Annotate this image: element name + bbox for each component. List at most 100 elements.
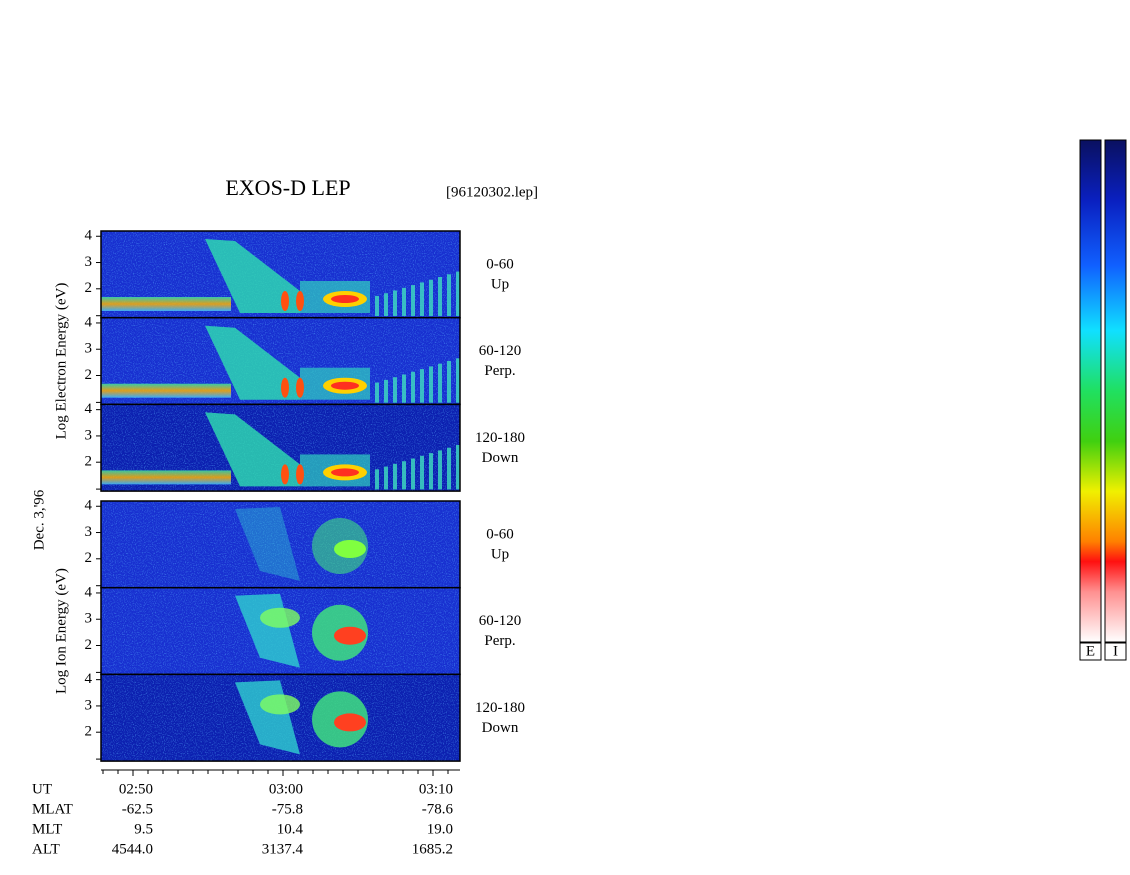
colorbar-label-box <box>1104 642 1127 661</box>
y-axis-label: Log Ion Energy (eV) <box>53 568 69 694</box>
ion-core <box>334 713 366 732</box>
y-tick-label: 4 <box>85 584 93 600</box>
burst <box>411 371 415 403</box>
row-value: -62.5 <box>122 801 153 817</box>
burst <box>429 279 433 316</box>
hot-spot <box>296 464 304 485</box>
y-tick-label: 3 <box>85 341 93 357</box>
y-tick-label: 2 <box>85 724 93 740</box>
burst <box>384 379 388 403</box>
ion-core <box>260 607 300 628</box>
panel-direction: Perp. <box>484 363 515 379</box>
burst <box>438 450 442 490</box>
panel-range: 60-120 <box>479 613 522 629</box>
y-tick-label: 3 <box>85 427 93 443</box>
ion-core <box>334 626 366 645</box>
burst <box>375 295 379 316</box>
colorbar <box>1079 139 1102 643</box>
y-tick-label: 3 <box>85 697 93 713</box>
panel-direction: Up <box>491 546 509 562</box>
burst <box>393 290 397 316</box>
colorbar-label-box <box>1079 642 1102 661</box>
y-tick-label: 2 <box>85 550 93 566</box>
date-label: Dec. 3,'96 <box>31 489 47 550</box>
burst <box>402 374 406 403</box>
y-tick-label: 2 <box>85 637 93 653</box>
colorbar <box>1104 139 1127 643</box>
burst <box>429 453 433 490</box>
row-value: 3137.4 <box>262 841 304 857</box>
hot-spot <box>331 295 359 303</box>
burst <box>456 445 460 490</box>
row-value: 02:50 <box>119 781 153 797</box>
burst <box>384 466 388 490</box>
hot-spot <box>331 381 359 390</box>
low-energy-band <box>101 470 231 485</box>
hot-spot <box>281 377 289 398</box>
burst <box>420 369 424 403</box>
y-tick-label: 2 <box>85 454 93 470</box>
row-value: 10.4 <box>277 821 304 837</box>
panel-direction: Down <box>482 450 519 466</box>
panel-range: 0-60 <box>486 256 514 272</box>
burst <box>384 293 388 316</box>
hot-spot <box>296 377 304 398</box>
colorbar-label: E <box>1086 643 1095 659</box>
panel-range: 0-60 <box>486 526 514 542</box>
panel-frame <box>100 673 461 762</box>
burst <box>429 366 433 403</box>
hot-spot <box>296 291 304 311</box>
row-value: 03:10 <box>419 781 453 797</box>
burst <box>393 377 397 403</box>
ion-core <box>334 540 366 558</box>
row-label: MLT <box>32 821 62 837</box>
low-energy-band <box>101 383 231 398</box>
dispersion <box>205 239 300 313</box>
y-tick-label: 4 <box>85 228 93 244</box>
low-energy-band <box>101 297 231 311</box>
burst <box>447 274 451 316</box>
burst <box>447 361 451 403</box>
row-value: -78.6 <box>422 801 454 817</box>
burst <box>375 469 379 490</box>
panel-range: 60-120 <box>479 343 522 359</box>
burst <box>375 382 379 403</box>
burst <box>393 463 397 490</box>
y-axis-label: Log Electron Energy (eV) <box>53 283 69 440</box>
spectrogram-noise <box>101 501 460 588</box>
hot-spot <box>281 464 289 485</box>
file-name: [96120302.lep] <box>446 184 538 200</box>
row-value: -75.8 <box>272 801 303 817</box>
burst <box>456 358 460 403</box>
panel-direction: Up <box>491 276 509 292</box>
y-tick-label: 2 <box>85 367 93 383</box>
row-label: UT <box>32 781 52 797</box>
row-value: 4544.0 <box>112 841 153 857</box>
burst <box>411 458 415 490</box>
burst <box>402 287 406 316</box>
y-tick-label: 4 <box>85 498 93 514</box>
burst <box>420 455 424 490</box>
row-value: 19.0 <box>427 821 453 837</box>
ion-core <box>260 694 300 715</box>
y-tick-label: 2 <box>85 280 93 296</box>
ion-v <box>235 507 300 581</box>
hot-spot <box>281 291 289 311</box>
panel-frame <box>100 403 461 492</box>
burst <box>438 277 442 316</box>
burst <box>411 285 415 316</box>
y-tick-label: 4 <box>85 314 93 330</box>
y-tick-label: 3 <box>85 611 93 627</box>
burst <box>402 461 406 490</box>
burst <box>420 282 424 316</box>
dispersion <box>205 412 300 487</box>
row-value: 9.5 <box>134 821 153 837</box>
title: EXOS-D LEP <box>225 175 350 200</box>
hot-spot <box>331 468 359 477</box>
panel-direction: Perp. <box>484 633 515 649</box>
y-tick-label: 3 <box>85 254 93 270</box>
colorbar-label: I <box>1113 643 1118 659</box>
y-tick-label: 3 <box>85 524 93 540</box>
y-tick-label: 4 <box>85 671 93 687</box>
